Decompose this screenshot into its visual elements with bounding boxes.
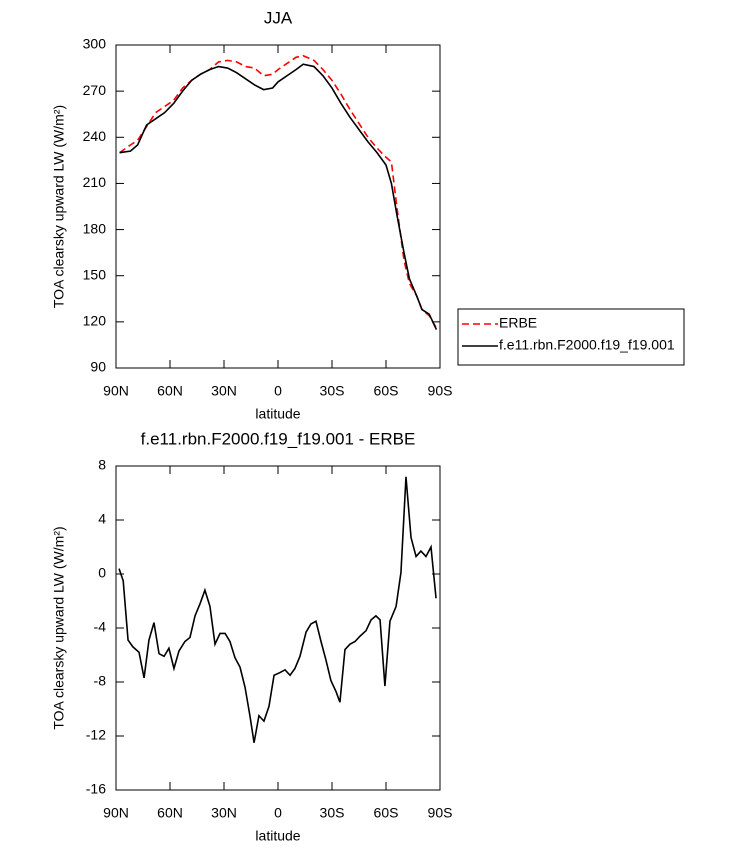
y-tick-label: -4 <box>94 619 107 635</box>
y-axis-label: TOA clearsky upward LW (W/m²) <box>51 105 67 308</box>
x-tick-label: 90N <box>103 383 129 399</box>
legend-label: ERBE <box>499 315 537 331</box>
y-tick-label: 210 <box>83 174 107 190</box>
x-tick-label: 90N <box>103 805 129 821</box>
x-axis-label: latitude <box>255 406 300 422</box>
x-tick-label: 90S <box>428 383 453 399</box>
x-tick-label: 60N <box>157 805 183 821</box>
legend-label: f.e11.rbn.F2000.f19_f19.001 <box>499 337 675 353</box>
chart-title: JJA <box>264 8 293 27</box>
y-tick-label: -16 <box>86 781 106 797</box>
legend-box <box>457 308 685 366</box>
x-tick-label: 30S <box>320 805 345 821</box>
y-tick-label: 180 <box>83 220 107 236</box>
y-tick-label: 4 <box>98 511 106 527</box>
x-tick-label: 0 <box>274 805 282 821</box>
x-tick-label: 90S <box>428 805 453 821</box>
x-tick-label: 30N <box>211 805 237 821</box>
y-tick-label: 120 <box>83 313 107 329</box>
y-tick-label: 270 <box>83 82 107 98</box>
y-tick-label: 240 <box>83 128 107 144</box>
y-tick-label: 8 <box>98 457 106 473</box>
data-line <box>119 54 438 329</box>
y-tick-label: 0 <box>98 565 106 581</box>
x-tick-label: 60S <box>374 383 399 399</box>
data-line <box>118 476 437 743</box>
x-tick-label: 30S <box>320 383 345 399</box>
y-axis-label: TOA clearsky upward LW (W/m²) <box>51 526 67 729</box>
chart-title: f.e11.rbn.F2000.f19_f19.001 - ERBE <box>141 429 416 448</box>
x-tick-label: 60S <box>374 805 399 821</box>
x-axis-label: latitude <box>255 828 300 844</box>
data-line <box>119 63 438 330</box>
x-tick-label: 30N <box>211 383 237 399</box>
y-tick-label: 90 <box>90 359 106 375</box>
y-tick-label: 150 <box>83 266 107 282</box>
y-tick-label: -8 <box>94 673 107 689</box>
y-tick-label: 300 <box>83 36 107 52</box>
x-tick-label: 60N <box>157 383 183 399</box>
x-tick-label: 0 <box>274 383 282 399</box>
y-tick-label: -12 <box>86 727 106 743</box>
